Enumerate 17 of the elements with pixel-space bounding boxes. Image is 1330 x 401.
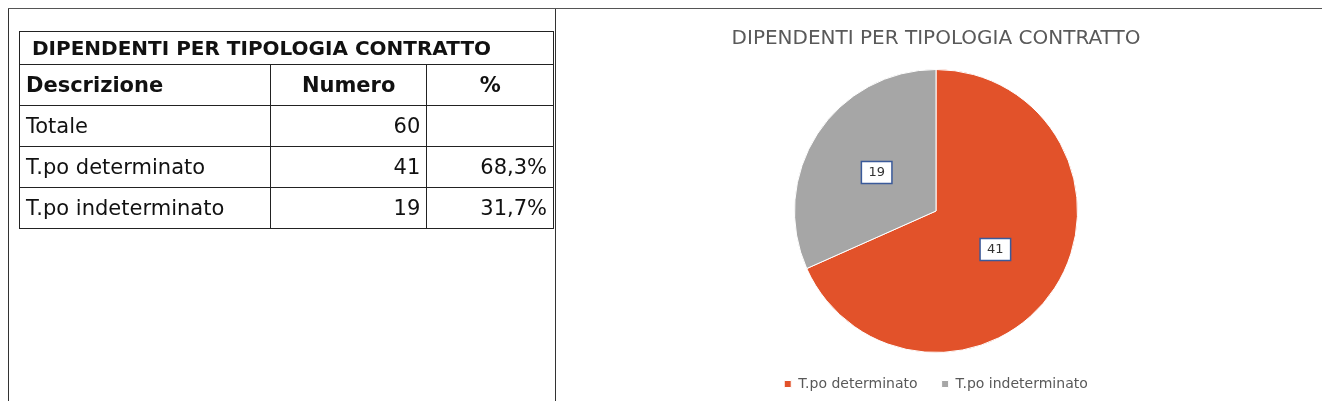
text: 60	[393, 114, 421, 138]
text: 68,3%	[480, 155, 547, 179]
data-label: 41	[987, 240, 1004, 256]
text: 19	[393, 196, 421, 220]
data-label: 19	[868, 163, 885, 179]
category-label: T.po indeterminato	[19, 187, 271, 229]
text: %	[426, 64, 554, 106]
legend-label: T.po indeterminato	[954, 374, 1088, 391]
chart-title: DIPENDENTI PER TIPOLOGIA CONTRATTO	[731, 25, 1141, 50]
category-label: Totale	[19, 105, 271, 147]
text: 41	[393, 155, 421, 179]
legend-label: T.po determinato	[797, 374, 918, 391]
text: DIPENDENTI PER TIPOLOGIA CONTRATTO	[19, 31, 554, 65]
category-label: T.po determinato	[19, 146, 271, 188]
text: Descrizione	[19, 64, 271, 106]
text: Numero	[270, 64, 427, 106]
text: 31,7%	[480, 196, 547, 220]
